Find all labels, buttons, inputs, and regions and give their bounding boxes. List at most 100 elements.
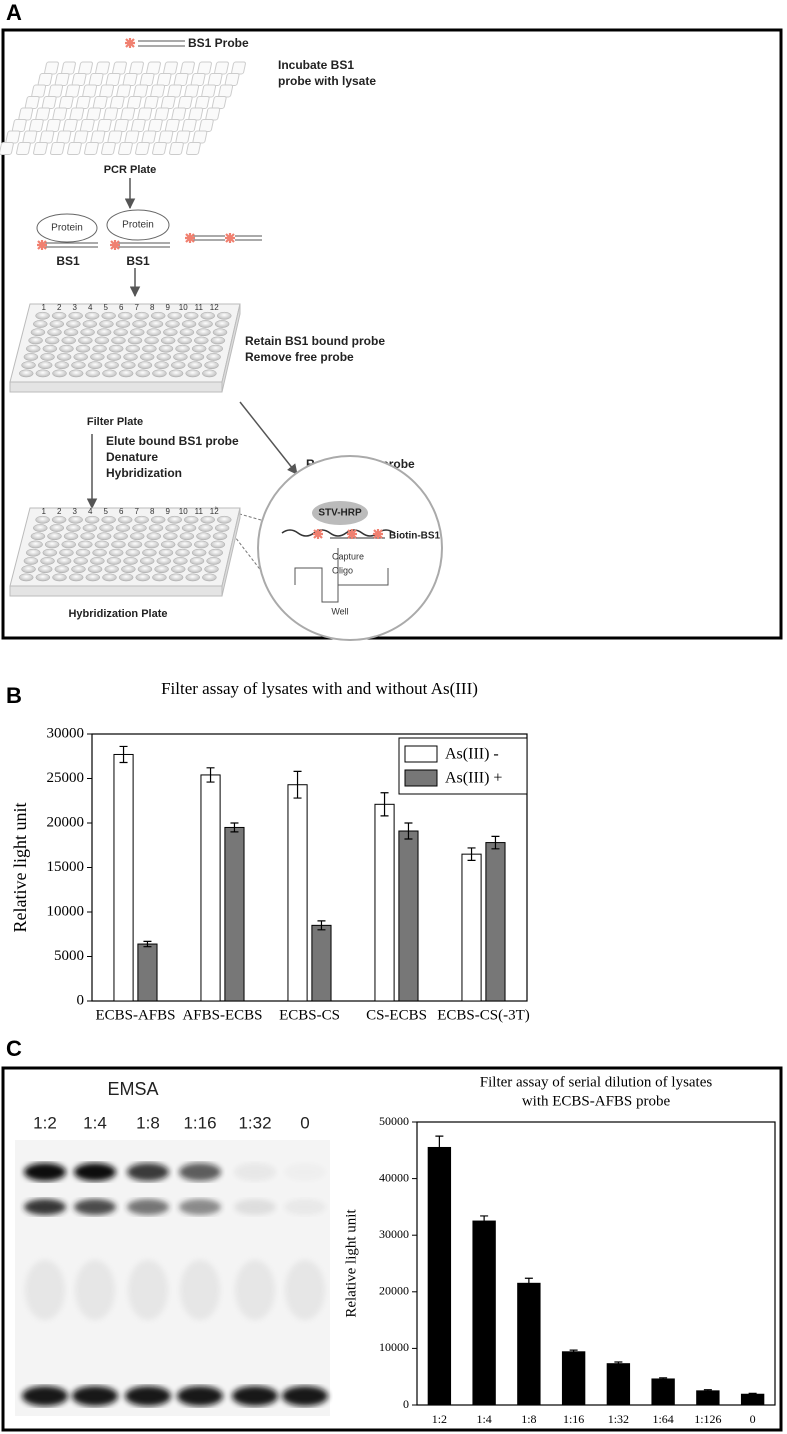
- gel-band: [282, 1386, 328, 1406]
- y-tick-label: 30000: [379, 1227, 409, 1241]
- plate-well: [94, 540, 110, 549]
- pcr-tube: [146, 61, 161, 75]
- error-bar: [206, 767, 215, 783]
- y-tick-label: 10000: [379, 1340, 409, 1354]
- column-number: 11: [195, 303, 204, 312]
- plate-well: [82, 524, 98, 532]
- step-text: Denature: [106, 450, 158, 464]
- plate-well: [165, 524, 180, 532]
- gel-smear: [25, 1260, 65, 1320]
- plate-well: [152, 573, 167, 582]
- bar: [287, 784, 308, 1002]
- error-bar: [659, 1377, 668, 1381]
- pcr-tube: [35, 107, 51, 121]
- pcr-tube: [0, 142, 14, 155]
- chart-title: Filter assay of lysates with and without…: [161, 679, 478, 698]
- x-tick-label: ECBS-AFBS: [95, 1007, 175, 1023]
- plate-well: [206, 353, 221, 361]
- pcr-tube: [50, 142, 65, 155]
- pcr-tube: [160, 96, 176, 109]
- pcr-tube: [207, 73, 223, 86]
- plate-well: [137, 565, 153, 574]
- gel-band: [24, 1199, 66, 1215]
- pcr-tube: [75, 96, 91, 109]
- label-star: [225, 233, 235, 243]
- pcr-tube: [31, 84, 47, 98]
- pcr-tube: [164, 119, 180, 132]
- plate-well: [52, 369, 67, 378]
- plate-well: [204, 361, 219, 370]
- plate-well: [208, 344, 224, 353]
- plate-well: [33, 320, 48, 328]
- pcr-tube: [152, 142, 167, 155]
- gel-band: [127, 1199, 169, 1215]
- filter-plate-side: [221, 303, 241, 393]
- gel-band: [232, 1386, 278, 1406]
- plate-well: [175, 344, 190, 353]
- plate-well: [111, 540, 126, 549]
- gel-smear: [128, 1260, 168, 1320]
- plate-well: [181, 320, 197, 328]
- plate-well: [56, 557, 72, 565]
- plate-well: [204, 565, 219, 574]
- plate-well: [61, 336, 76, 345]
- zoom-line: [214, 506, 269, 523]
- plate-well: [187, 565, 203, 574]
- pcr-tube: [180, 61, 195, 75]
- plate-well: [194, 540, 209, 549]
- y-tick-label: 20000: [379, 1284, 409, 1298]
- plate-well: [217, 311, 232, 320]
- plate-well: [150, 515, 166, 524]
- error-bar: [317, 920, 326, 931]
- x-tick-label: 1:2: [432, 1412, 447, 1426]
- label-star: [37, 240, 47, 250]
- bar: [740, 1393, 765, 1406]
- capture-label: Capture: [332, 551, 364, 561]
- bs1-label: BS1: [56, 254, 80, 268]
- plate-well: [173, 353, 188, 361]
- column-number: 5: [104, 303, 109, 312]
- bar: [485, 842, 506, 1002]
- y-axis-label: Relative light unit: [10, 803, 30, 933]
- pcr-tube: [137, 107, 153, 121]
- bar: [696, 1390, 720, 1406]
- plate-well: [210, 336, 226, 345]
- plate-well: [125, 548, 141, 557]
- plate-well: [196, 328, 211, 337]
- plate-well: [113, 532, 128, 541]
- plate-well: [144, 336, 159, 345]
- pcr-tube: [113, 119, 129, 132]
- lane-label: 1:2: [33, 1113, 57, 1132]
- zoom-circle: [257, 455, 443, 641]
- plate-well: [175, 548, 190, 557]
- plate-well: [104, 565, 119, 574]
- pcr-tube: [58, 96, 74, 109]
- pcr-tube: [101, 142, 116, 155]
- plate-well: [212, 328, 228, 337]
- gel-smear: [75, 1260, 115, 1320]
- plate-well: [80, 532, 95, 541]
- pcr-tube: [177, 96, 193, 109]
- y-axis-label: Relative light unit: [343, 1209, 359, 1318]
- plate-well: [167, 311, 182, 320]
- pcr-tube: [139, 73, 155, 86]
- pcr-tube: [52, 107, 68, 121]
- plate-well: [158, 344, 174, 353]
- plate-well: [68, 515, 83, 524]
- pcr-tube: [118, 142, 133, 155]
- error-bar: [119, 745, 128, 764]
- plate-well: [144, 540, 159, 549]
- plate-well: [92, 344, 107, 353]
- gel-band: [179, 1199, 221, 1215]
- gel-band: [234, 1163, 276, 1181]
- plate-well: [214, 320, 230, 328]
- chart-title: Filter assay of serial dilution of lysat…: [480, 1074, 713, 1090]
- pcr-tube: [45, 119, 61, 132]
- plate-well: [84, 311, 100, 320]
- plate-well: [127, 540, 143, 549]
- plate-well: [63, 328, 79, 337]
- plate-well: [158, 548, 174, 557]
- plate-well: [212, 532, 228, 541]
- gel-band: [74, 1199, 116, 1215]
- bar: [113, 753, 134, 1002]
